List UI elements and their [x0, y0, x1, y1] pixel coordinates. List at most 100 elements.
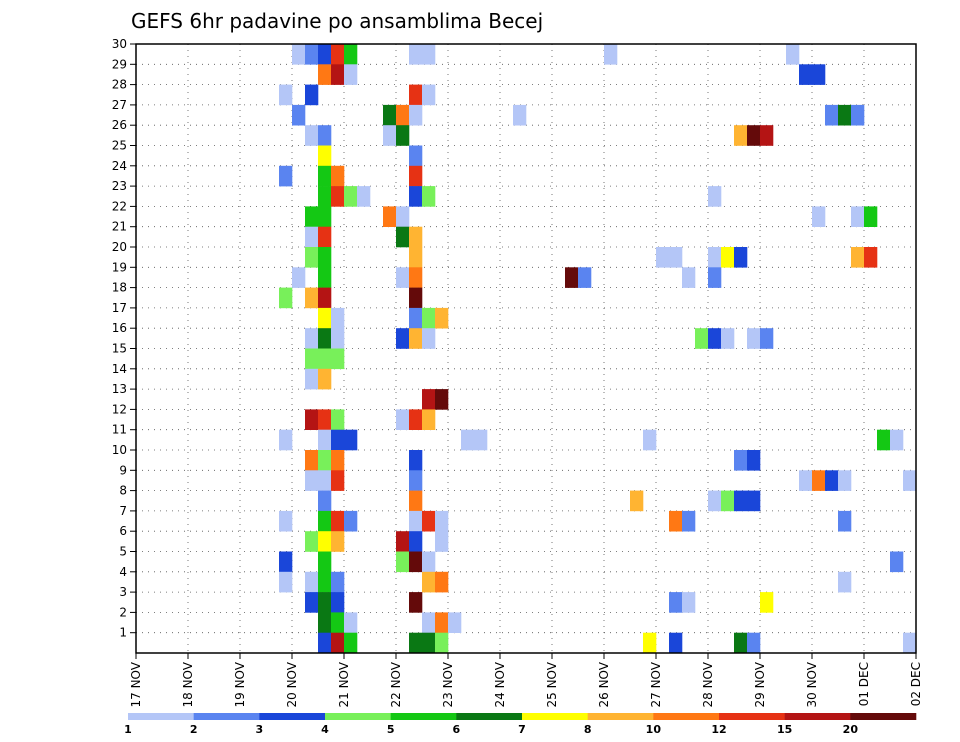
heatmap-cell: [344, 429, 358, 451]
heatmap-cell: [422, 307, 436, 329]
legend-swatch: [587, 713, 654, 720]
heatmap-cell: [747, 490, 761, 512]
heatmap-cell: [760, 125, 774, 146]
y-tick-label: 18: [112, 281, 127, 295]
heatmap-cell: [643, 429, 657, 451]
heatmap-cell: [331, 307, 345, 329]
heatmap-cell: [318, 470, 332, 491]
x-tick-label: 30 NOV: [805, 661, 819, 707]
heatmap-cell: [305, 44, 319, 65]
heatmap-cell: [838, 571, 852, 593]
heatmap-cell: [331, 592, 345, 613]
x-tick-label: 01 DEC: [857, 662, 871, 706]
heatmap-cell: [305, 571, 319, 593]
heatmap-cell: [708, 186, 722, 207]
heatmap-cell: [409, 450, 423, 471]
heatmap-cell: [305, 470, 319, 491]
heatmap-cell: [422, 389, 436, 410]
heatmap-cell: [318, 328, 332, 349]
heatmap-cell: [344, 632, 358, 654]
heatmap-cell: [318, 165, 332, 187]
heatmap-cell: [708, 328, 722, 349]
heatmap-cell: [318, 510, 332, 532]
y-tick-label: 30: [112, 37, 127, 51]
heatmap-cell: [409, 307, 423, 329]
legend-label: 5: [387, 723, 395, 736]
heatmap-cell: [812, 206, 826, 227]
heatmap-cell: [409, 287, 423, 309]
heatmap-cell: [396, 226, 410, 248]
legend-label: 4: [321, 723, 329, 736]
legend-swatch: [456, 713, 523, 720]
heatmap-cell: [331, 612, 345, 633]
legend-swatch: [325, 713, 391, 720]
heatmap-cell: [409, 84, 423, 106]
x-tick-label: 29 NOV: [753, 661, 767, 707]
heatmap-cell: [331, 64, 345, 85]
heatmap-cell: [682, 267, 696, 288]
y-tick-label: 6: [119, 524, 127, 538]
heatmap-cell: [357, 186, 371, 207]
y-tick-label: 22: [112, 199, 127, 213]
heatmap-cell: [318, 551, 332, 573]
heatmap-cell: [565, 267, 579, 288]
heatmap-cell: [409, 145, 423, 167]
heatmap-cell: [799, 64, 813, 85]
heatmap-cell: [331, 328, 345, 349]
heatmap-cell: [409, 632, 423, 654]
heatmap-cell: [396, 104, 410, 126]
heatmap-cell: [669, 510, 683, 532]
heatmap-cell: [318, 368, 332, 390]
heatmap-cell: [903, 632, 917, 654]
legend-label: 20: [843, 723, 859, 736]
heatmap-cell: [305, 409, 319, 430]
legend-swatch: [193, 713, 260, 720]
heatmap-cell: [318, 267, 332, 288]
y-tick-label: 10: [112, 443, 127, 457]
heatmap-cell: [422, 551, 436, 573]
heatmap-cell: [825, 470, 839, 491]
legend-label: 15: [777, 723, 792, 736]
heatmap-cell: [396, 409, 410, 430]
heatmap-cell: [422, 44, 436, 65]
legend-label: 3: [256, 723, 264, 736]
heatmap-cell: [383, 206, 397, 227]
heatmap-cell: [786, 44, 800, 65]
heatmap-cell: [435, 510, 449, 532]
heatmap-cell: [305, 247, 319, 268]
heatmap-cell: [409, 226, 423, 248]
heatmap-cell: [461, 429, 475, 451]
x-axis: 17 NOV 18 NOV 19 NOV 20 NOV 21 NOV 22 NOV 23 N…: [129, 653, 923, 708]
x-tick-label: 23 NOV: [441, 661, 455, 707]
heatmap-cell: [305, 206, 319, 227]
heatmap-cell: [305, 328, 319, 349]
heatmap-cell: [396, 551, 410, 573]
legend-swatch: [784, 713, 851, 720]
heatmap-cell: [695, 328, 709, 349]
heatmap-cell: [318, 226, 332, 248]
x-tick-label: 25 NOV: [545, 661, 559, 707]
heatmap-cell: [812, 470, 826, 491]
heatmap-cell: [318, 348, 332, 370]
heatmap-cell: [279, 84, 293, 106]
heatmap-cell: [409, 104, 423, 126]
heatmap-cell: [292, 267, 306, 288]
heatmap-cell: [409, 470, 423, 491]
heatmap-cell: [435, 571, 449, 593]
heatmap-cell: [331, 470, 345, 491]
heatmap-cell: [305, 226, 319, 248]
heatmap-cell: [279, 287, 293, 309]
heatmap-cell: [305, 348, 319, 370]
heatmap-cell: [448, 612, 462, 633]
heatmap-cell: [305, 125, 319, 146]
heatmap-cell: [318, 409, 332, 430]
heatmap-cell: [409, 490, 423, 512]
heatmap-cell: [305, 592, 319, 613]
heatmap-cell: [409, 165, 423, 187]
x-tick-label: 22 NOV: [389, 661, 403, 707]
heatmap-cell: [318, 206, 332, 227]
legend-label: 1: [124, 723, 132, 736]
heatmap-cell: [331, 429, 345, 451]
legend-swatch: [850, 713, 917, 720]
heatmap-cell: [409, 510, 423, 532]
